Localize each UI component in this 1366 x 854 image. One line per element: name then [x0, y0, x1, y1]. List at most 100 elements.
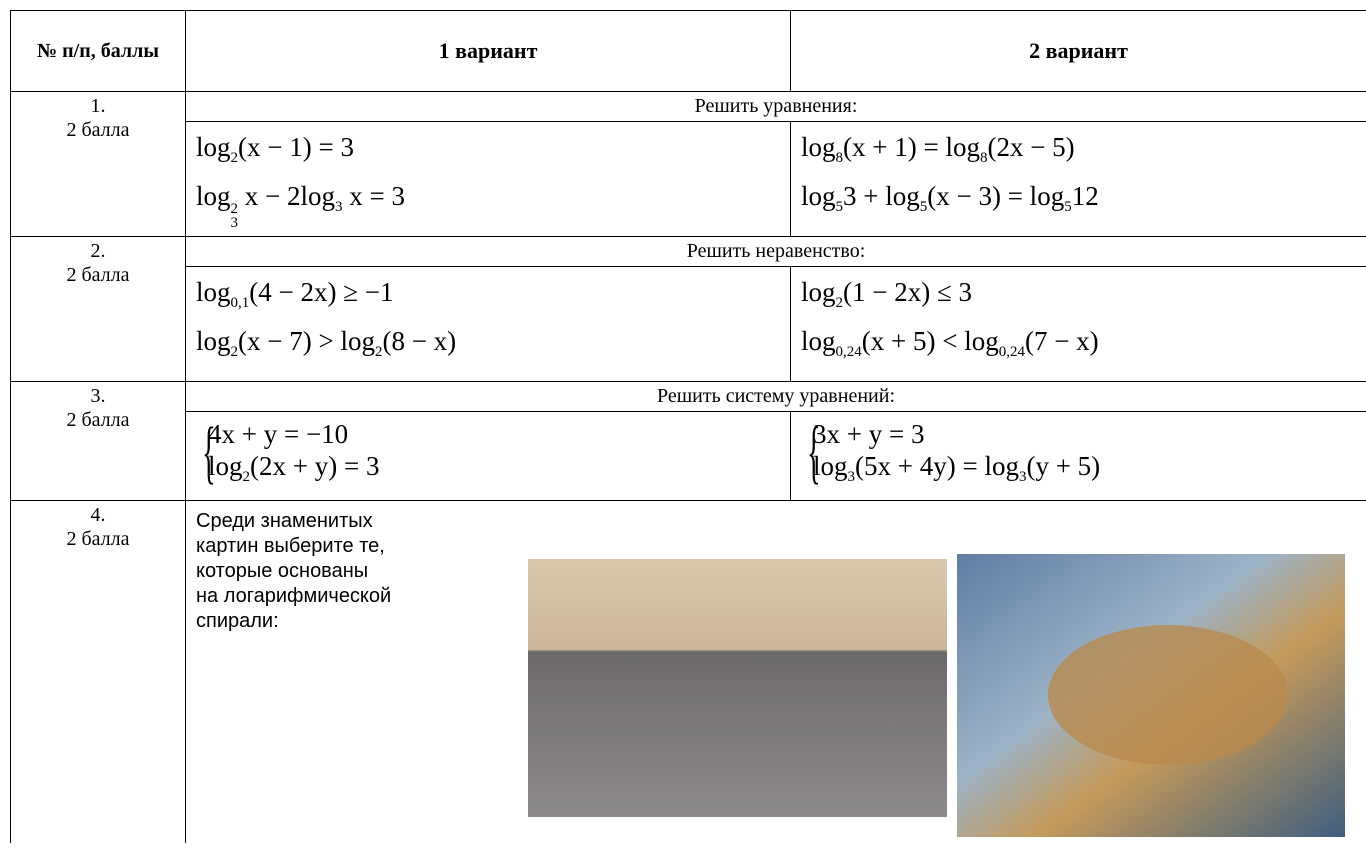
painting-1 — [528, 559, 947, 817]
formula: 4x + y = −10 — [208, 418, 790, 450]
formula-text: log — [208, 451, 243, 481]
formula-text: log — [801, 181, 836, 211]
formula-cell: {3x + y = 3 log3(5x + 4y) = log3(y + 5) — [790, 411, 1366, 501]
subscript: 3 — [335, 199, 343, 215]
task-number-cell: 3. 2 балла — [10, 381, 186, 501]
formula: log 2 3 x − 2log3 x = 3 — [196, 177, 790, 231]
formula-text: (x + 1) = log — [843, 132, 980, 162]
task-number: 2. — [90, 240, 106, 262]
task-row: 2. 2 балла Решить неравенство: — [10, 236, 1366, 382]
subscript: 0,1 — [230, 295, 250, 311]
table-body: 1. 2 балла Решить уравнения: log2(x − 1) = … — [10, 91, 1366, 843]
formula-cell: {4x + y = −10 log2(2x + y) = 3 — [185, 411, 791, 501]
task-number: 4. — [90, 504, 106, 526]
subscript: 0,24 — [998, 344, 1025, 360]
task-row: 3. 2 балла Решить систему уравнений: — [10, 381, 1366, 501]
text-line: на логарифмической — [196, 585, 392, 607]
formula-text: log — [801, 277, 836, 307]
formula-cell: log8(x + 1) = log8(2x − 5) log53 + log5(x… — [790, 121, 1366, 237]
formula-text: x − 2log — [238, 181, 335, 211]
instruction: Решить систему уравнений: — [185, 381, 1366, 412]
formula-text: 3 + log — [843, 181, 920, 211]
task-number: 3. — [90, 385, 106, 407]
task-table: № п/п, баллы 1 вариант 2 вариант 1. 2 бал… — [10, 10, 1366, 843]
text-line: картин выберите те, — [196, 535, 385, 557]
subscript: 2 — [374, 344, 383, 360]
subscript: 5 — [835, 199, 844, 215]
subscript: 2 — [230, 150, 239, 166]
task-number-cell: 4. 2 балла — [10, 500, 186, 843]
subscript: 0,24 — [835, 344, 862, 360]
formula: log8(x + 1) = log8(2x − 5) — [801, 128, 1366, 177]
header-row: № п/п, баллы 1 вариант 2 вариант — [10, 10, 1366, 92]
task-content-row: {4x + y = −10 log2(2x + y) = 3{3x + y = 3… — [11, 411, 1366, 501]
subscript: 2 — [230, 344, 239, 360]
task-points: 2 балла — [66, 119, 130, 141]
formula-text: (x − 1) = 3 — [238, 132, 354, 162]
system-brace: { — [202, 414, 216, 491]
formula: log2(1 − 2x) ≤ 3 — [801, 273, 1366, 322]
formula-text: log — [196, 326, 231, 356]
subscript: 3 — [230, 215, 239, 231]
task-points: 2 балла — [66, 264, 130, 286]
formula-text: (8 − x) — [382, 326, 457, 356]
formula-text: log — [196, 181, 231, 211]
formula-text: 4x + y = −10 — [208, 419, 349, 449]
formula-text: (y + 5) — [1026, 451, 1101, 481]
subscript: 5 — [1064, 199, 1072, 215]
formula-text: (x − 7) > log — [238, 326, 375, 356]
header-cell: 2 вариант — [790, 10, 1366, 92]
formula-text: log — [801, 326, 836, 356]
subscript: 3 — [847, 469, 856, 485]
formula: 3x + y = 3 — [813, 418, 1366, 450]
subscript: 8 — [979, 150, 988, 166]
formula-text: (4 − 2x) ≥ −1 — [249, 277, 394, 307]
subscript: 2 — [242, 469, 251, 485]
header-cell: 1 вариант — [185, 10, 791, 92]
instruction: Решить неравенство: — [185, 236, 1366, 267]
text-line: спирали: — [196, 610, 279, 632]
superscript: 2 — [230, 201, 239, 217]
task-number-cell: 1. 2 балла — [10, 91, 186, 237]
formula-text: x = 3 — [342, 181, 405, 211]
task-row: 4. 2 балла Среди знаменитых картин выберите… — [10, 500, 1366, 843]
formula-text: (1 − 2x) ≤ 3 — [843, 277, 973, 307]
formula-text: log — [196, 277, 231, 307]
system-brace: { — [807, 414, 821, 491]
painting-2-figure — [1048, 625, 1288, 765]
subscript: 3 — [1018, 469, 1027, 485]
formula-text: (x + 5) < log — [861, 326, 999, 356]
formula: log0,24(x + 5) < log0,24(7 − x) — [801, 322, 1366, 371]
task-points: 2 балла — [66, 409, 130, 431]
formula: log2(x − 1) = 3 — [196, 128, 790, 177]
instruction: Решить уравнения: — [185, 91, 1366, 122]
task-number: 1. — [90, 95, 106, 117]
formula-cell: log2(x − 1) = 3 log 2 3 x − 2log3 x = 3 — [185, 121, 791, 237]
formula-text: log — [801, 132, 836, 162]
text-line: Среди знаменитых — [196, 510, 373, 532]
header-cell: № п/п, баллы — [10, 10, 186, 92]
task-number-cell: 2. 2 балла — [10, 236, 186, 382]
formula-cell: log0,1(4 − 2x) ≥ −1 log2(x − 7) > log2(8 … — [185, 266, 791, 382]
subscript: 8 — [835, 150, 844, 166]
paintings — [528, 554, 1345, 837]
task-text: Среди знаменитых картин выберите те, котор… — [186, 501, 526, 642]
formula: log2(x − 7) > log2(8 − x) — [196, 322, 790, 371]
formula-text: log — [813, 451, 848, 481]
formula-text: (2x − 5) — [987, 132, 1075, 162]
formula-text: log — [196, 132, 231, 162]
task-content-row: log2(x − 1) = 3 log 2 3 x − 2log3 x = 3 log8… — [11, 121, 1366, 237]
formula: log2(2x + y) = 3 — [208, 450, 790, 493]
formula: log0,1(4 − 2x) ≥ −1 — [196, 273, 790, 322]
formula-text: (7 − x) — [1024, 326, 1099, 356]
text-line: которые основаны — [196, 560, 369, 582]
formula-text: (5x + 4y) = log — [855, 451, 1019, 481]
formula: log53 + log5(x − 3) = log512 — [801, 177, 1366, 226]
formula-text: (2x + y) = 3 — [250, 451, 380, 481]
task-content-row: log0,1(4 − 2x) ≥ −1 log2(x − 7) > log2(8 … — [11, 266, 1366, 382]
task-row: 1. 2 балла Решить уравнения: — [10, 91, 1366, 237]
formula-text: (x − 3) = log — [927, 181, 1065, 211]
